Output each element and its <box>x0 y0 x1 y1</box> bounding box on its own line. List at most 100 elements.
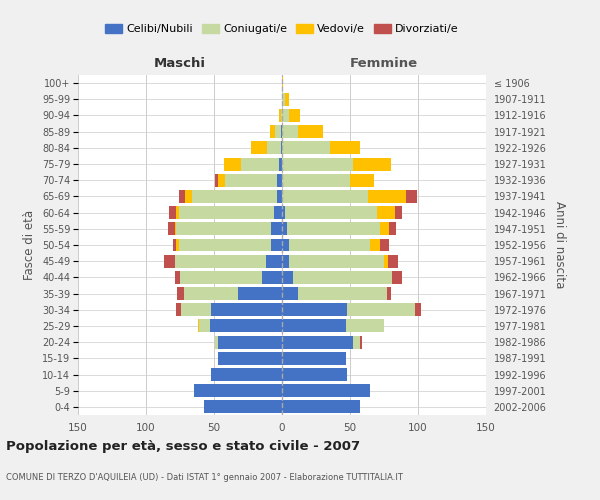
Bar <box>218 174 225 186</box>
Bar <box>262 271 282 284</box>
Bar <box>279 109 281 122</box>
Text: Popolazione per età, sesso e stato civile - 2007: Popolazione per età, sesso e stato civil… <box>6 440 360 453</box>
Bar <box>225 174 277 186</box>
Bar <box>224 158 241 170</box>
Bar <box>282 206 285 219</box>
Bar <box>282 174 350 186</box>
Bar <box>277 174 282 186</box>
Bar <box>384 254 388 268</box>
Bar <box>266 254 282 268</box>
Bar <box>279 158 282 170</box>
Bar <box>392 271 401 284</box>
Text: Femmine: Femmine <box>350 57 418 70</box>
Bar <box>282 336 353 348</box>
Bar <box>251 142 267 154</box>
Bar <box>282 254 289 268</box>
Bar <box>389 222 396 235</box>
Bar <box>282 368 347 381</box>
Bar <box>180 271 262 284</box>
Bar <box>282 125 298 138</box>
Bar <box>388 254 398 268</box>
Bar <box>289 254 384 268</box>
Bar <box>215 336 218 348</box>
Bar <box>194 384 282 397</box>
Bar <box>185 190 192 203</box>
Bar <box>175 222 176 235</box>
Bar <box>353 336 359 348</box>
Bar <box>346 320 384 332</box>
Bar <box>211 368 282 381</box>
Bar <box>329 142 359 154</box>
Bar <box>267 142 281 154</box>
Bar <box>282 76 283 90</box>
Bar <box>192 190 277 203</box>
Bar <box>282 304 347 316</box>
Legend: Celibi/Nubili, Coniugati/e, Vedovi/e, Divorziati/e: Celibi/Nubili, Coniugati/e, Vedovi/e, Di… <box>101 20 463 38</box>
Bar <box>282 320 346 332</box>
Bar <box>282 142 329 154</box>
Bar <box>179 238 271 252</box>
Text: Maschi: Maschi <box>154 57 206 70</box>
Bar <box>199 320 210 332</box>
Bar <box>184 287 238 300</box>
Bar <box>289 109 299 122</box>
Bar <box>298 125 323 138</box>
Bar <box>282 158 353 170</box>
Bar <box>179 190 185 203</box>
Bar <box>177 287 184 300</box>
Bar <box>270 125 275 138</box>
Bar <box>377 206 395 219</box>
Bar <box>359 336 362 348</box>
Bar <box>298 287 387 300</box>
Bar <box>179 206 274 219</box>
Bar <box>395 206 401 219</box>
Bar <box>289 238 370 252</box>
Bar <box>176 222 271 235</box>
Bar <box>282 384 370 397</box>
Bar <box>281 109 282 122</box>
Bar <box>218 336 282 348</box>
Bar <box>164 254 175 268</box>
Bar <box>370 238 380 252</box>
Bar <box>380 222 389 235</box>
Bar <box>350 174 374 186</box>
Bar <box>282 109 289 122</box>
Text: COMUNE DI TERZO D'AQUILEIA (UD) - Dati ISTAT 1° gennaio 2007 - Elaborazione TUTT: COMUNE DI TERZO D'AQUILEIA (UD) - Dati I… <box>6 473 403 482</box>
Bar <box>169 206 176 219</box>
Bar <box>282 400 359 413</box>
Bar <box>176 304 181 316</box>
Bar <box>271 238 282 252</box>
Bar <box>285 206 377 219</box>
Bar <box>282 222 287 235</box>
Bar <box>168 222 175 235</box>
Bar <box>287 222 380 235</box>
Bar <box>176 238 179 252</box>
Bar <box>274 206 282 219</box>
Bar <box>282 352 346 365</box>
Y-axis label: Anni di nascita: Anni di nascita <box>553 202 566 288</box>
Bar <box>275 125 281 138</box>
Bar <box>176 206 179 219</box>
Bar <box>181 304 211 316</box>
Bar <box>281 142 282 154</box>
Bar <box>347 304 415 316</box>
Bar <box>211 304 282 316</box>
Bar <box>282 271 293 284</box>
Bar <box>173 238 176 252</box>
Bar <box>387 287 391 300</box>
Bar <box>238 287 282 300</box>
Bar <box>215 174 218 186</box>
Bar <box>415 304 421 316</box>
Bar <box>241 158 279 170</box>
Bar <box>282 238 289 252</box>
Bar <box>368 190 406 203</box>
Bar <box>197 320 199 332</box>
Bar <box>293 271 392 284</box>
Bar <box>271 222 282 235</box>
Bar <box>210 320 282 332</box>
Bar <box>406 190 416 203</box>
Bar <box>380 238 389 252</box>
Bar <box>282 287 298 300</box>
Y-axis label: Fasce di età: Fasce di età <box>23 210 37 280</box>
Bar <box>218 352 282 365</box>
